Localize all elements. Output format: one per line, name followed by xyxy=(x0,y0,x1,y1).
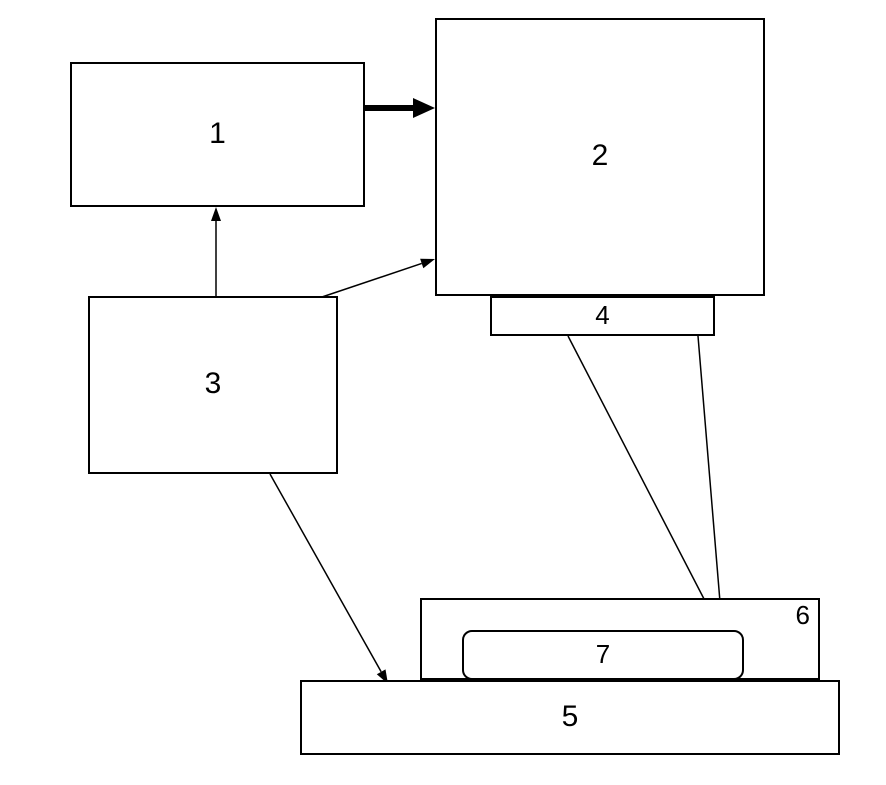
box-b3 xyxy=(88,296,338,474)
a3to2-head xyxy=(420,259,435,268)
box-b1 xyxy=(70,62,365,207)
beam-right xyxy=(698,336,722,626)
a3to1-head xyxy=(211,207,221,221)
a3to2-shaft xyxy=(319,263,422,298)
a3to5-shaft xyxy=(270,474,381,672)
diagram-stage: 2413567 xyxy=(0,0,886,785)
box-b5 xyxy=(300,680,840,755)
beam-left xyxy=(568,336,718,626)
box-b4 xyxy=(490,296,715,336)
box-b2 xyxy=(435,18,765,296)
a1to2-head xyxy=(413,98,435,118)
box-b7 xyxy=(462,630,744,680)
